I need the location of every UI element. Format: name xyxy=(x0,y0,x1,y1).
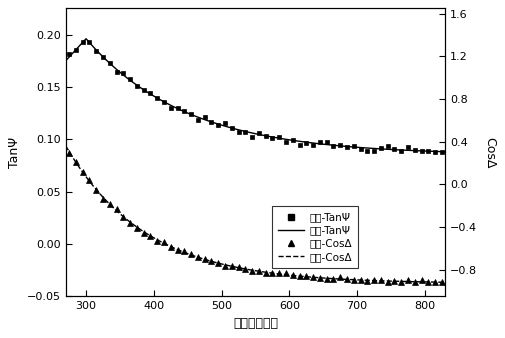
X-axis label: 波长（纳米）: 波长（纳米） xyxy=(233,317,278,330)
Y-axis label: TanΨ: TanΨ xyxy=(9,137,21,168)
Legend: 实测-TanΨ, 拟合-TanΨ, 实测-CosΔ, 拟合-CosΔ: 实测-TanΨ, 拟合-TanΨ, 实测-CosΔ, 拟合-CosΔ xyxy=(272,206,359,268)
Y-axis label: CosΔ: CosΔ xyxy=(484,137,496,168)
